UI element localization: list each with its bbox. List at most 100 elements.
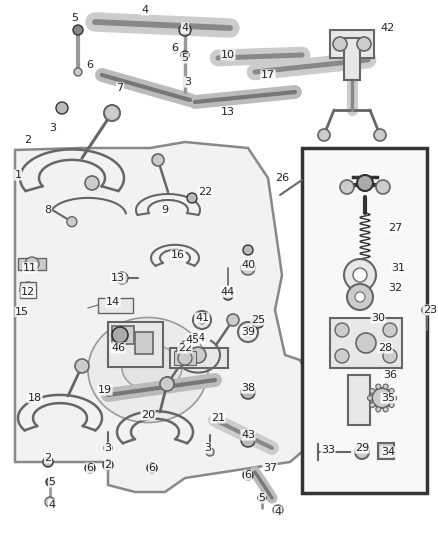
Text: 13: 13 [111, 273, 125, 283]
Text: 31: 31 [391, 263, 405, 273]
Circle shape [45, 497, 55, 507]
Text: 3: 3 [184, 77, 191, 87]
Circle shape [376, 180, 390, 194]
Text: 16: 16 [171, 250, 185, 260]
Circle shape [383, 323, 397, 337]
Circle shape [198, 316, 206, 324]
Text: 37: 37 [263, 463, 277, 473]
Circle shape [370, 389, 375, 393]
Circle shape [383, 349, 397, 363]
Text: 10: 10 [221, 50, 235, 60]
Text: 41: 41 [195, 313, 209, 323]
Circle shape [357, 175, 373, 191]
Circle shape [344, 259, 376, 291]
Text: 6: 6 [86, 463, 93, 473]
Text: 11: 11 [23, 263, 37, 273]
Text: 42: 42 [381, 23, 395, 33]
Text: 15: 15 [15, 307, 29, 317]
Circle shape [162, 377, 174, 389]
Circle shape [43, 457, 53, 467]
Text: 3: 3 [205, 443, 212, 453]
Bar [112, 326, 134, 344]
Circle shape [389, 389, 394, 393]
Bar [378, 443, 394, 459]
Text: 3: 3 [49, 123, 57, 133]
Text: 3: 3 [105, 443, 112, 453]
Circle shape [177, 350, 187, 360]
Circle shape [172, 47, 178, 53]
Bar [98, 298, 133, 313]
Text: 44: 44 [221, 287, 235, 297]
Text: 5: 5 [258, 493, 265, 503]
Circle shape [179, 24, 191, 36]
Bar [330, 318, 402, 368]
Text: 39: 39 [241, 327, 255, 337]
Circle shape [318, 129, 330, 141]
Text: 29: 29 [355, 443, 369, 453]
Circle shape [85, 463, 95, 473]
Circle shape [160, 377, 174, 391]
Circle shape [206, 448, 214, 456]
Text: 18: 18 [28, 393, 42, 403]
Text: 40: 40 [241, 260, 255, 270]
Bar [170, 348, 228, 368]
Circle shape [273, 505, 283, 515]
Circle shape [241, 433, 255, 447]
Circle shape [147, 463, 157, 473]
Circle shape [340, 180, 354, 194]
Text: 28: 28 [378, 343, 392, 353]
Circle shape [241, 261, 255, 275]
Circle shape [193, 311, 211, 329]
Text: 22: 22 [198, 187, 212, 197]
Circle shape [178, 351, 192, 365]
Text: 2: 2 [25, 135, 32, 145]
Text: 38: 38 [241, 383, 255, 393]
Bar [20, 282, 36, 298]
Bar [174, 351, 196, 365]
Text: 2: 2 [44, 453, 52, 463]
Text: 8: 8 [44, 205, 52, 215]
Circle shape [238, 322, 258, 342]
Text: 12: 12 [21, 287, 35, 297]
Circle shape [25, 257, 39, 271]
Text: 36: 36 [383, 370, 397, 380]
Circle shape [372, 388, 392, 408]
Text: 5: 5 [49, 477, 56, 487]
Circle shape [374, 129, 386, 141]
Text: 21: 21 [211, 413, 225, 423]
Bar [18, 258, 46, 270]
Text: 32: 32 [388, 283, 402, 293]
Circle shape [370, 402, 375, 408]
Text: 25: 25 [251, 315, 265, 325]
Text: 4: 4 [275, 507, 282, 517]
Text: 33: 33 [321, 445, 335, 455]
Text: 30: 30 [371, 313, 385, 323]
Circle shape [389, 402, 394, 408]
Circle shape [85, 176, 99, 190]
Bar [348, 375, 370, 425]
Text: 9: 9 [162, 205, 169, 215]
Circle shape [376, 407, 381, 412]
Circle shape [335, 323, 349, 337]
Circle shape [46, 478, 54, 486]
Circle shape [367, 395, 372, 400]
Text: 6: 6 [244, 470, 251, 480]
Polygon shape [15, 142, 315, 492]
Circle shape [243, 327, 253, 337]
Text: 7: 7 [117, 83, 124, 93]
Circle shape [152, 154, 164, 166]
Text: 23: 23 [423, 305, 437, 315]
Bar [302, 148, 427, 493]
Text: 4: 4 [49, 500, 56, 510]
Text: 5: 5 [181, 53, 188, 63]
Circle shape [187, 193, 197, 203]
Circle shape [56, 102, 68, 114]
Bar [344, 38, 360, 80]
Bar [108, 322, 163, 367]
Circle shape [20, 282, 36, 298]
Circle shape [73, 25, 83, 35]
Circle shape [67, 217, 77, 227]
Circle shape [75, 359, 89, 373]
Text: 46: 46 [111, 343, 125, 353]
Text: 27: 27 [388, 223, 402, 233]
